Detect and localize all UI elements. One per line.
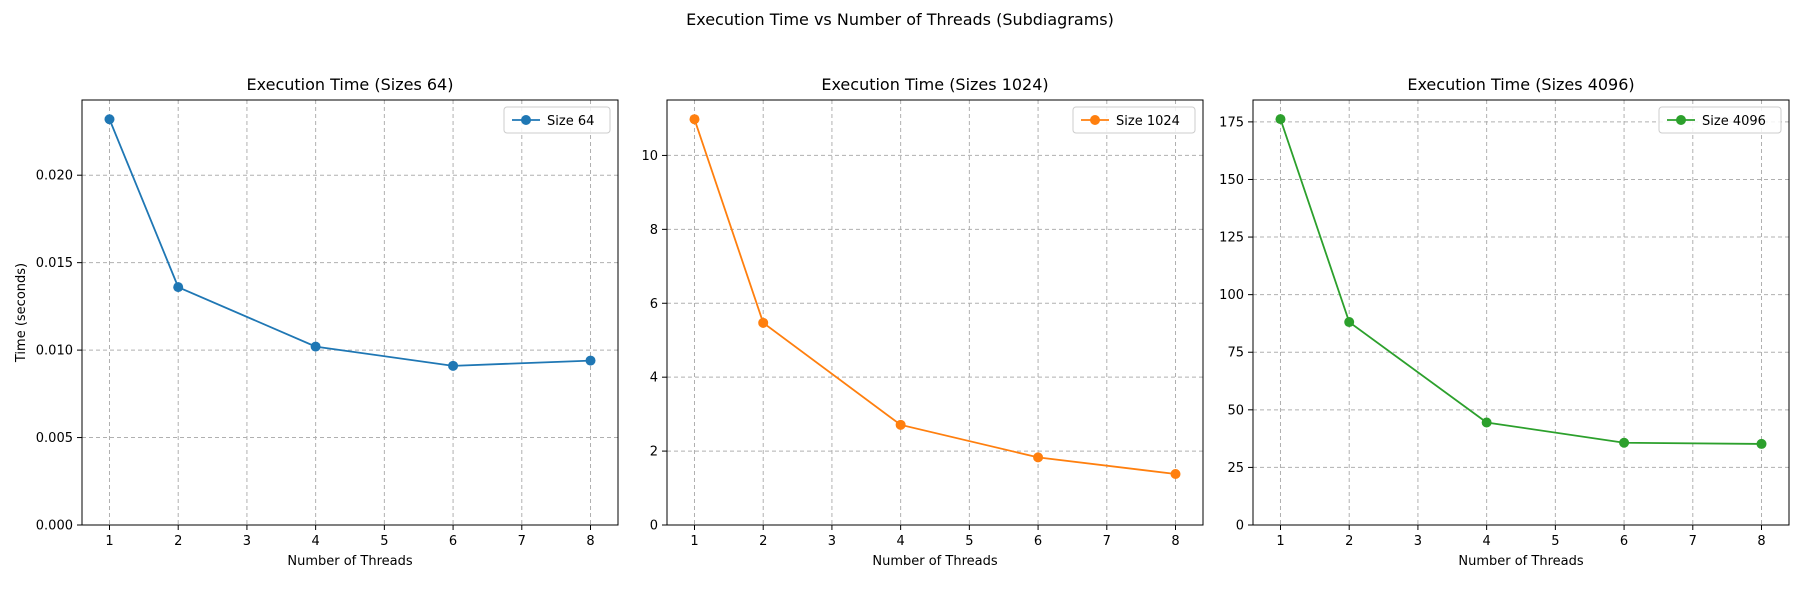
legend-marker (1090, 115, 1100, 125)
subplot-2: 1 2 3 4 5 6 7 8 0 2 4 6 8 10 Execution Time (Sizes 102… (641, 75, 1204, 569)
y-tick-label: 6 (650, 297, 658, 312)
y-tick-label: 0 (1236, 519, 1244, 534)
y-tick-label: 4 (650, 371, 658, 386)
x-tick-label: 5 (1551, 534, 1559, 549)
legend-box (1072, 106, 1196, 134)
x-tick-label: 2 (174, 534, 182, 549)
x-tick-label: 1 (105, 534, 113, 549)
x-tick-label: 2 (759, 534, 767, 549)
series-line (108, 118, 591, 367)
subplot-1: 1 2 3 4 5 6 7 8 0.000 0.005 0.010 0.015 0.020 Executi… (14, 75, 619, 569)
x-tick-label: 6 (1034, 534, 1042, 549)
data-point (585, 355, 596, 366)
y-tick-label: 0.005 (36, 431, 73, 446)
legend-label: Size 64 (547, 114, 594, 129)
data-point (310, 341, 321, 352)
plot-frame (81, 99, 619, 526)
subplot-3: 1 2 3 4 5 6 7 8 0 25 50 75 100 125 150 175 Execution Tim… (1219, 75, 1790, 569)
subplot-title: Execution Time (Sizes 64) (247, 75, 454, 94)
plot-frame (666, 99, 1204, 526)
x-tick-label: 1 (690, 534, 698, 549)
legend-marker (1676, 115, 1686, 125)
data-point (1275, 114, 1286, 125)
data-point (1033, 452, 1044, 463)
x-tick-label: 3 (243, 534, 251, 549)
x-tick-label: 4 (1483, 534, 1491, 549)
data-point (104, 114, 115, 125)
data-point (173, 282, 184, 293)
x-axis-label: Number of Threads (872, 554, 997, 569)
x-axis-label: Number of Threads (1458, 554, 1583, 569)
x-tick-label: 8 (1171, 534, 1179, 549)
y-tick-label: 25 (1227, 461, 1244, 476)
legend-label: Size 4096 (1702, 114, 1766, 129)
y-tick-label: 125 (1219, 231, 1244, 246)
y-tick-label: 0.010 (36, 344, 73, 359)
x-tick-label: 7 (1689, 534, 1697, 549)
data-point (1481, 417, 1492, 428)
data-point (1344, 317, 1355, 328)
x-tick-label: 7 (518, 534, 526, 549)
y-tick-label: 100 (1219, 288, 1244, 303)
data-point (1756, 438, 1767, 449)
subplot-title: Execution Time (Sizes 4096) (1407, 75, 1634, 94)
data-point (1619, 437, 1630, 448)
data-point (689, 114, 700, 125)
legend-label: Size 1024 (1116, 114, 1180, 129)
data-point (758, 317, 769, 328)
y-tick-label: 0.015 (36, 256, 73, 271)
x-tick-label: 8 (1757, 534, 1765, 549)
y-tick-label: 0 (650, 519, 658, 534)
x-tick-label: 5 (380, 534, 388, 549)
x-tick-label: 2 (1345, 534, 1353, 549)
x-tick-label: 6 (1620, 534, 1628, 549)
x-tick-label: 7 (1103, 534, 1111, 549)
y-tick-label: 0.000 (36, 519, 73, 534)
y-tick-label: 10 (641, 149, 658, 164)
subplot-title: Execution Time (Sizes 1024) (821, 75, 1048, 94)
data-point (448, 360, 459, 371)
x-tick-label: 3 (1414, 534, 1422, 549)
x-tick-label: 8 (586, 534, 594, 549)
x-tick-label: 3 (828, 534, 836, 549)
y-tick-label: 175 (1219, 115, 1244, 130)
y-tick-label: 0.020 (36, 169, 73, 184)
series-line (1279, 118, 1762, 445)
figure-suptitle: Execution Time vs Number of Threads (Sub… (686, 10, 1114, 29)
data-point (895, 419, 906, 430)
legend-marker (521, 115, 531, 125)
y-tick-label: 75 (1227, 346, 1244, 361)
x-axis-label: Number of Threads (287, 554, 412, 569)
legend-box (503, 106, 611, 134)
y-tick-label: 8 (650, 223, 658, 238)
plot-frame (1252, 99, 1790, 526)
y-axis-label: Time (seconds) (14, 263, 29, 363)
y-tick-label: 50 (1227, 403, 1244, 418)
y-tick-label: 150 (1219, 173, 1244, 188)
x-tick-label: 1 (1276, 534, 1284, 549)
x-tick-label: 5 (965, 534, 973, 549)
x-tick-label: 4 (897, 534, 905, 549)
data-point (1170, 469, 1181, 479)
series-line (693, 118, 1176, 475)
x-tick-label: 4 (312, 534, 320, 549)
legend-box (1658, 106, 1782, 134)
x-tick-label: 6 (449, 534, 457, 549)
y-tick-label: 2 (650, 445, 658, 460)
